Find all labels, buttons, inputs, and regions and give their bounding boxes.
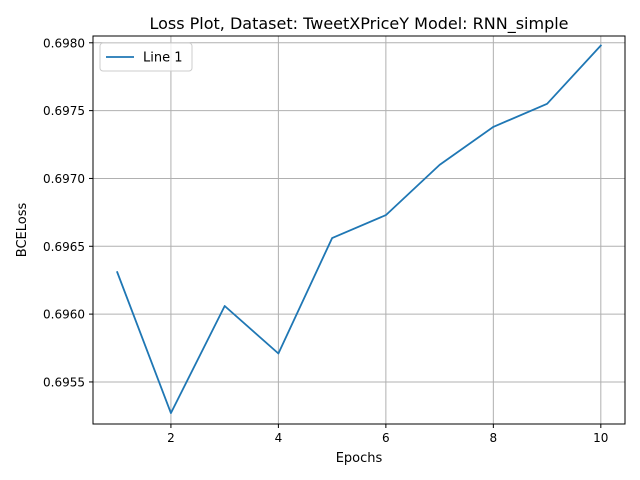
legend: Line 1 xyxy=(99,42,193,72)
y-tick-label: 0.6960 xyxy=(43,308,85,322)
axis-ticks: 2 4 6 8 10 0.6955 0.6960 0.6965 0.6970 0.6975 0.69… xyxy=(43,36,608,445)
series-lines xyxy=(116,44,603,415)
y-tick-label: 0.6970 xyxy=(43,172,85,186)
x-axis-label: Epochs xyxy=(336,451,383,466)
y-axis-label: BCELoss xyxy=(15,203,30,258)
x-tick-label: 10 xyxy=(593,431,608,445)
y-tick-label: 0.6980 xyxy=(43,36,85,50)
x-tick-label: 4 xyxy=(275,431,283,445)
plot-area-frame xyxy=(92,35,626,425)
y-tick-label: 0.6965 xyxy=(43,240,85,254)
y-tick-label: 0.6955 xyxy=(43,375,85,389)
x-tick-label: 8 xyxy=(490,431,498,445)
x-tick-label: 2 xyxy=(167,431,175,445)
x-tick-label: 6 xyxy=(382,431,390,445)
legend-label-line-1: Line 1 xyxy=(143,51,183,66)
y-tick-label: 0.6975 xyxy=(43,104,85,118)
legend-box xyxy=(99,42,193,72)
series-line-1 xyxy=(116,44,603,415)
chart-title: Loss Plot, Dataset: TweetXPriceY Model: … xyxy=(149,14,568,34)
